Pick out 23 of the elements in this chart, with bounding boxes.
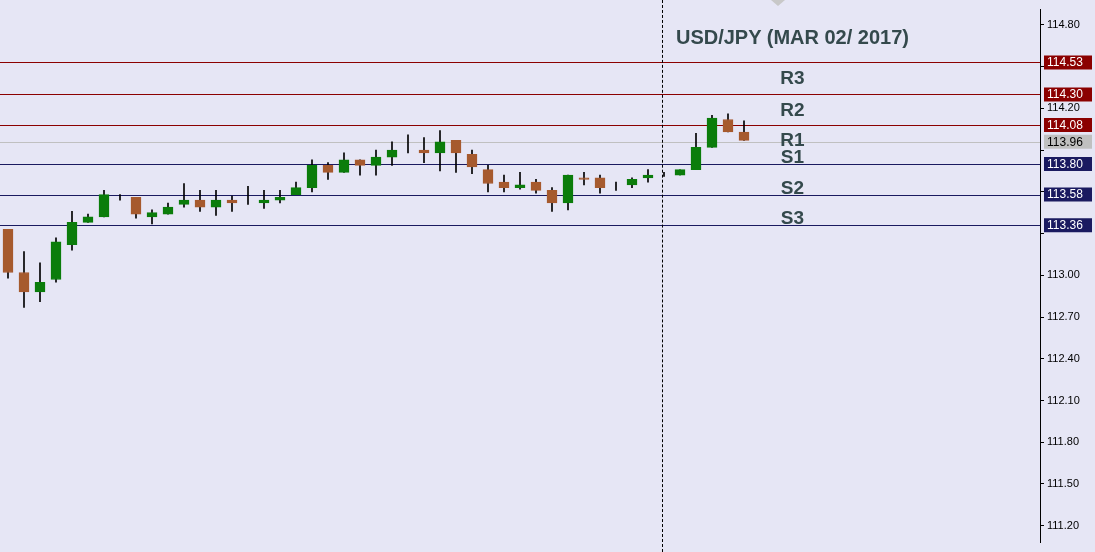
text: 113.36 bbox=[1047, 218, 1084, 233]
text: USD/JPY (MAR 02/ 2017) bbox=[675, 25, 910, 48]
ref-line-label: S2 bbox=[780, 176, 805, 198]
y-tick-label: 111.50 bbox=[1047, 477, 1080, 489]
text: 113.80 bbox=[1047, 156, 1084, 171]
ref-line-label: R3 bbox=[780, 66, 805, 88]
y-tick-label: 112.70 bbox=[1047, 310, 1080, 323]
ref-line-label: S3 bbox=[780, 207, 805, 229]
text: 113.58 bbox=[1047, 187, 1084, 202]
text: 113.96 bbox=[1047, 134, 1084, 149]
y-tick-label: 114.80 bbox=[1047, 17, 1080, 30]
candlestick bbox=[578, 172, 590, 186]
candlestick bbox=[178, 183, 190, 208]
y-tick-label: 111.80 bbox=[1047, 435, 1080, 448]
y-tick-label: 113.00 bbox=[1047, 268, 1080, 281]
y-tick-label: 111.20 bbox=[1047, 518, 1080, 531]
text: 114.53 bbox=[1047, 55, 1084, 70]
y-tick-label: 112.10 bbox=[1047, 393, 1080, 406]
ref-line-label: R2 bbox=[780, 98, 805, 120]
text: 114.30 bbox=[1047, 87, 1084, 102]
text: 114.08 bbox=[1047, 117, 1084, 132]
y-tick-label: 112.40 bbox=[1047, 351, 1080, 364]
y-tick-label: 114.20 bbox=[1047, 101, 1080, 114]
